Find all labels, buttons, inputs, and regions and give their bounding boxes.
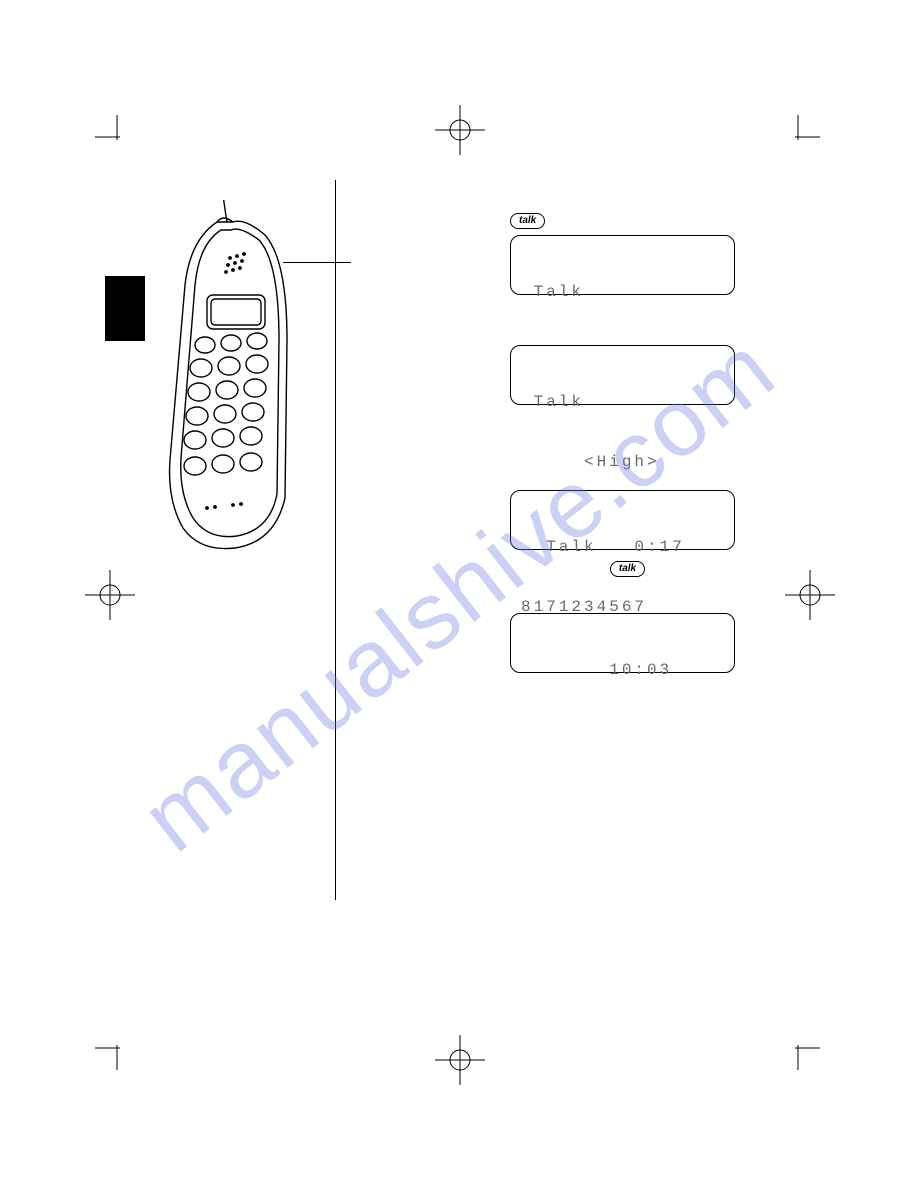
lcd-display-1: Talk — [510, 235, 735, 295]
registration-mark-bottom — [435, 1035, 485, 1085]
registration-mark-top — [435, 105, 485, 155]
lcd3-line1: Talk 0:17 — [521, 537, 724, 557]
crop-mark-tr — [780, 115, 820, 155]
right-column: talk Talk Talk <High> Talk 0:17 81712345… — [510, 210, 745, 713]
lcd-display-2: Talk <High> — [510, 345, 735, 405]
talk-pill-1: talk — [510, 213, 545, 229]
page-content: talk Talk Talk <High> Talk 0:17 81712345… — [155, 180, 765, 930]
lcd4-line1: 10:03 — [521, 660, 724, 680]
crop-mark-bl — [95, 1030, 135, 1070]
registration-mark-right — [785, 570, 835, 620]
side-tab — [105, 276, 145, 341]
crop-mark-tl — [95, 115, 135, 155]
vertical-divider — [335, 180, 336, 900]
lcd-display-4: 10:03 — [510, 613, 735, 673]
crop-mark-br — [780, 1030, 820, 1070]
leader-line — [283, 262, 351, 263]
phone-illustration — [145, 200, 335, 560]
registration-mark-left — [85, 570, 135, 620]
talk-pill-2: talk — [610, 561, 645, 577]
lcd2-line1: Talk — [521, 392, 724, 412]
lcd1-line1: Talk — [521, 282, 724, 302]
